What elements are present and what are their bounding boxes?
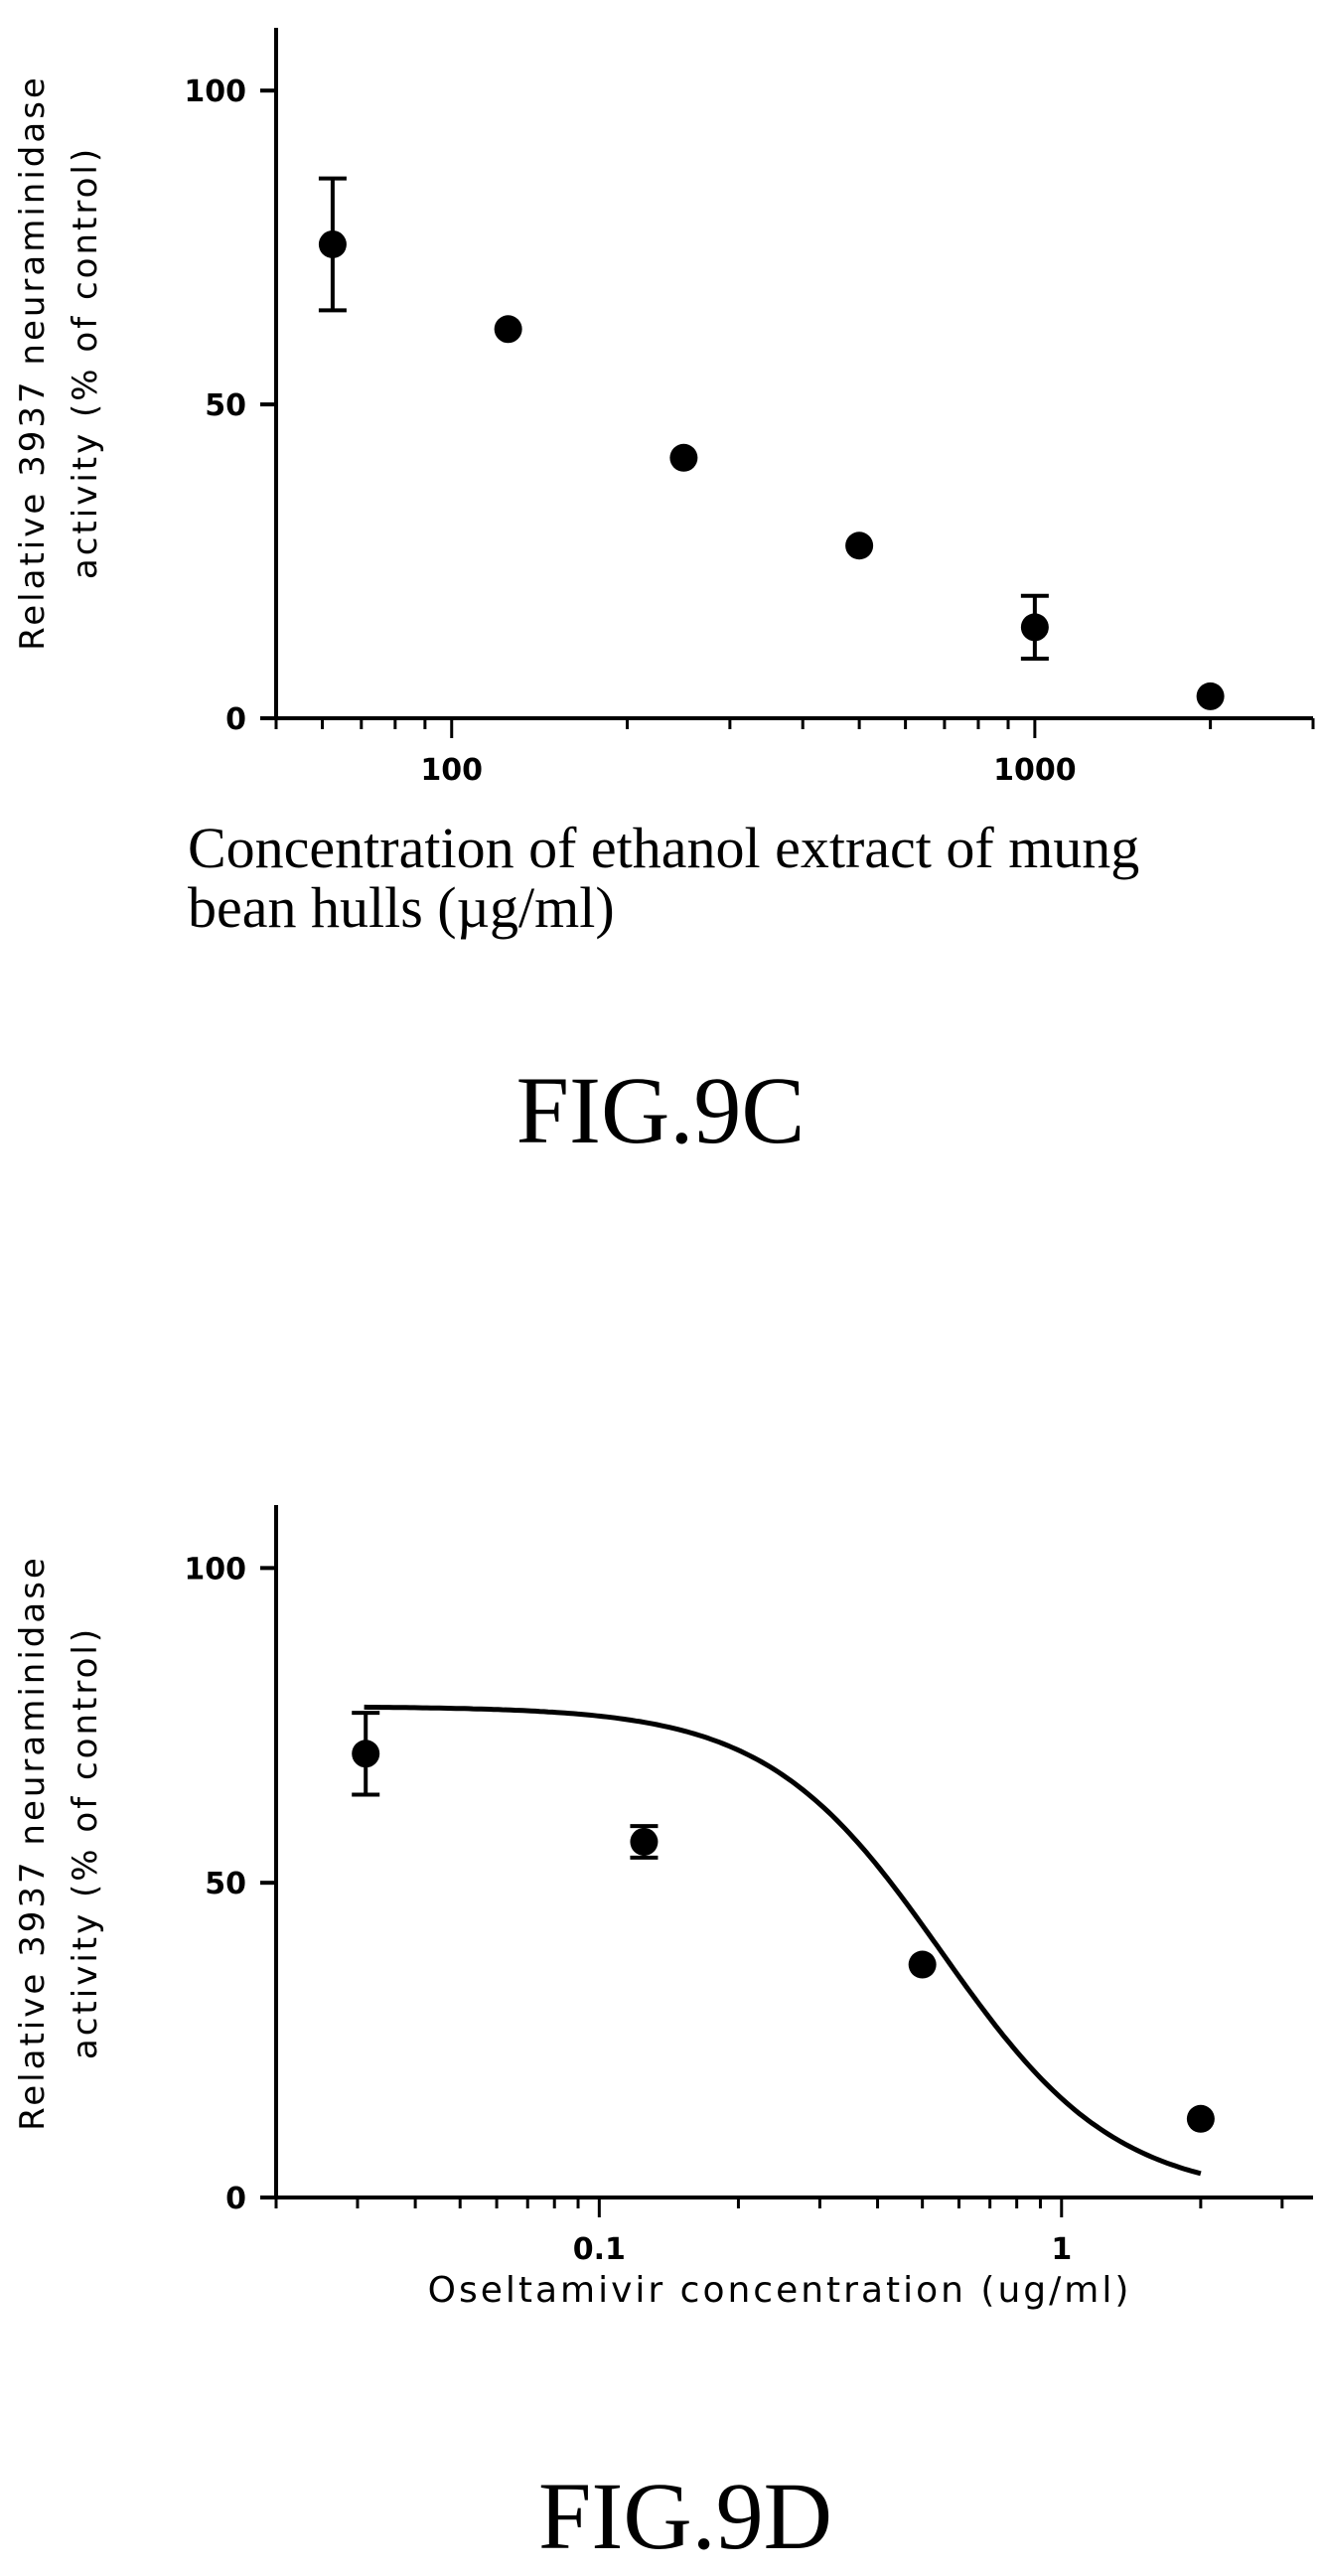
y-tick-label: 50 [205, 388, 246, 423]
data-point [669, 443, 698, 472]
x-axis-label-line-2: bean hulls (µg/ml) [188, 875, 615, 940]
data-point [1020, 613, 1049, 642]
y-axis-label: Relative 3937 neuraminidase activity (% … [13, 75, 105, 651]
figure-caption: FIG.9C [516, 1057, 806, 1163]
data-point [1196, 682, 1225, 710]
data-point [352, 1740, 380, 1768]
chart-fig-9c: Relative 3937 neuraminidase activity (% … [13, 28, 1315, 1163]
data-point [1186, 2104, 1215, 2133]
y-tick-label: 50 [205, 1867, 246, 1901]
y-axis-label-line-1: Relative 3937 neuraminidase [13, 75, 53, 651]
fit-curve [364, 1704, 1202, 2177]
y-tick-label: 0 [225, 702, 246, 737]
y-tick-label: 100 [184, 75, 246, 109]
x-axis-label-line-1: Concentration of ethanol extract of mung [188, 816, 1139, 880]
y-axis-label-line-2: activity (% of control) [66, 146, 105, 579]
y-axis-label: Relative 3937 neuraminidase activity (% … [13, 1555, 105, 2131]
x-tick-label: 0.1 [573, 2232, 626, 2267]
y-axis-label-line-1: Relative 3937 neuraminidase [13, 1555, 53, 2131]
data-point [318, 229, 347, 258]
x-axis-label: Oseltamivir concentration (ug/ml) [428, 2270, 1132, 2311]
data-point [908, 1950, 937, 1979]
y-axis-label-line-2: activity (% of control) [66, 1626, 105, 2059]
chart-fig-9d: Relative 3937 neuraminidase activity (% … [13, 1505, 1313, 2569]
x-tick-label: 1 [1051, 2232, 1072, 2267]
data-point [630, 1827, 659, 1856]
x-tick-label: 1000 [993, 753, 1077, 788]
data-point [494, 315, 522, 344]
y-tick-label: 0 [225, 2182, 246, 2216]
data-point [845, 531, 874, 560]
x-tick-label: 100 [420, 753, 483, 788]
y-tick-label: 100 [184, 1552, 246, 1587]
figure-caption: FIG.9D [538, 2463, 832, 2569]
